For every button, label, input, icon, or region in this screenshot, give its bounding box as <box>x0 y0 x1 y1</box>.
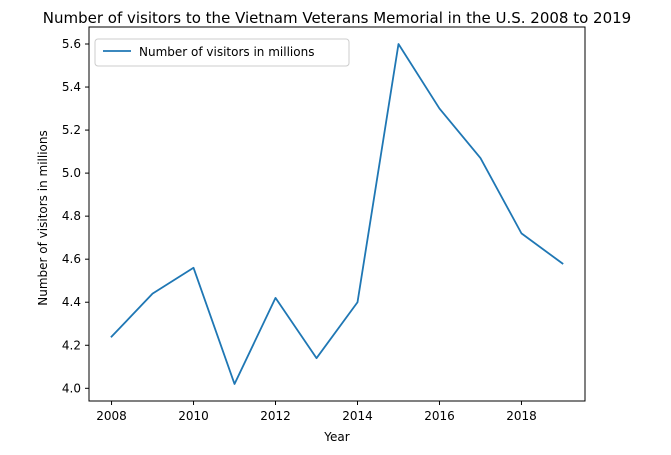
plot-area <box>89 27 585 401</box>
y-axis-label: Number of visitors in millions <box>36 130 50 305</box>
legend-label: Number of visitors in millions <box>139 45 314 59</box>
y-tick-label: 5.2 <box>62 123 81 137</box>
x-tick-label: 2014 <box>342 409 373 423</box>
x-tick-label: 2016 <box>424 409 455 423</box>
y-tick-label: 4.2 <box>62 338 81 352</box>
y-tick-label: 4.6 <box>62 252 81 266</box>
y-tick-label: 4.0 <box>62 381 81 395</box>
legend-box <box>94 38 350 67</box>
x-tick-label: 2008 <box>96 409 127 423</box>
chart-title: Number of visitors to the Vietnam Vetera… <box>43 9 631 27</box>
y-tick-label: 5.4 <box>62 80 81 94</box>
series-line <box>110 43 564 385</box>
y-tick-label: 5.0 <box>62 166 81 180</box>
y-axis-ticks: 4.0 4.2 4.4 4.6 4.8 5.0 5.2 5.4 5.6 <box>62 37 89 395</box>
plot-frame <box>88 26 586 402</box>
y-tick-label: 4.4 <box>62 295 81 309</box>
x-tick-label: 2012 <box>260 409 291 423</box>
x-axis-ticks: 2008 2010 2012 2014 2016 2018 <box>96 401 537 423</box>
x-axis-label: Year <box>323 430 349 444</box>
x-tick-label: 2018 <box>506 409 537 423</box>
y-tick-label: 5.6 <box>62 37 81 51</box>
legend: Number of visitors in millions <box>94 38 350 67</box>
y-tick-label: 4.8 <box>62 209 81 223</box>
x-tick-label: 2010 <box>178 409 209 423</box>
